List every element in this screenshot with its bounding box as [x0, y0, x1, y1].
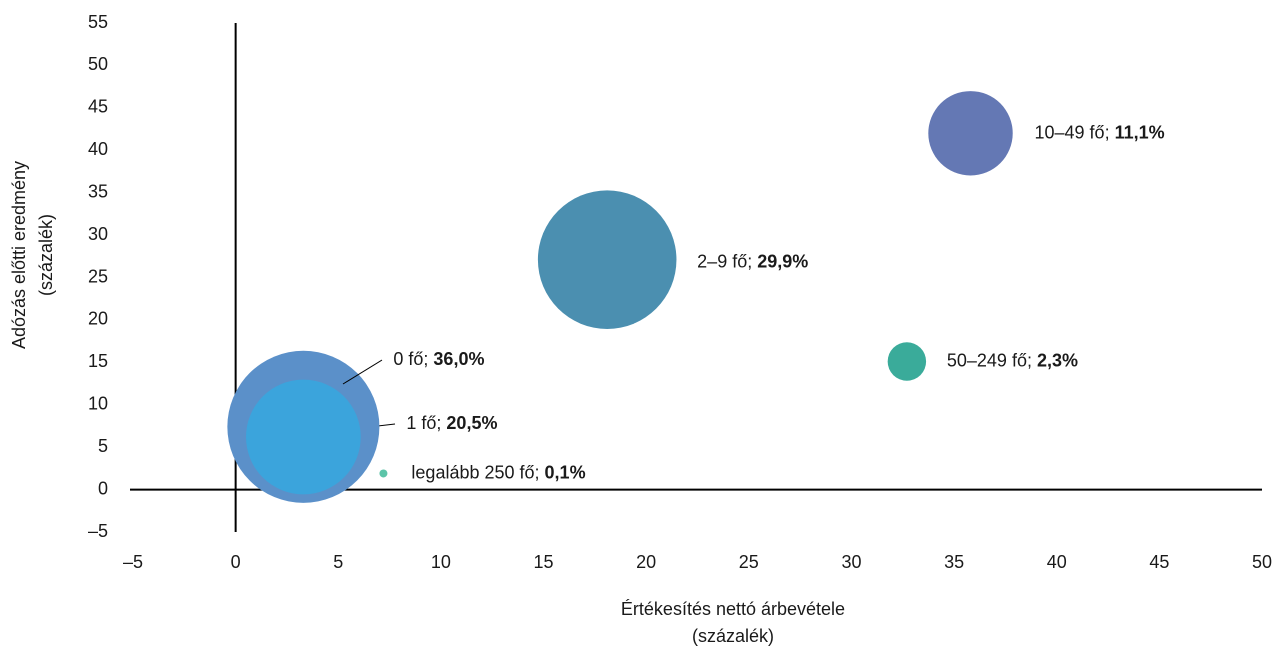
y-tick-label: 30: [88, 224, 108, 244]
bubble: [246, 379, 361, 495]
label-separator: ;: [436, 413, 446, 433]
series-name: legalább 250 fő: [411, 462, 534, 482]
bubble: [928, 91, 1013, 176]
x-tick-label: 40: [1047, 552, 1067, 572]
label-separator: ;: [535, 462, 545, 482]
series-name: 50–249 fő: [947, 350, 1027, 370]
y-axis-title: Adózás előtti eredmény: [9, 161, 29, 349]
data-label: 0 fő; 36,0%: [393, 349, 484, 369]
label-separator: ;: [747, 251, 757, 271]
y-tick-label: 20: [88, 309, 108, 329]
data-label: 2–9 fő; 29,9%: [697, 251, 808, 271]
series-name: 1 fő: [406, 413, 436, 433]
x-tick-label: 15: [534, 552, 554, 572]
series-name: 0 fő: [393, 349, 423, 369]
y-tick-label: 35: [88, 181, 108, 201]
x-tick-label: 5: [333, 552, 343, 572]
x-tick-label: 45: [1149, 552, 1169, 572]
x-tick-label: 0: [231, 552, 241, 572]
value-label: 0,1%: [545, 462, 586, 482]
data-label: 1 fő; 20,5%: [406, 413, 497, 433]
y-tick-label: 25: [88, 266, 108, 286]
bubble: [537, 190, 677, 329]
data-label: 10–49 fő; 11,1%: [1035, 122, 1165, 142]
label-separator: ;: [423, 349, 433, 369]
x-tick-label: 20: [636, 552, 656, 572]
data-label: legalább 250 fő; 0,1%: [411, 462, 585, 482]
value-label: 20,5%: [446, 413, 497, 433]
y-tick-label: 0: [98, 478, 108, 498]
bubble: [379, 469, 388, 478]
y-tick-label: 50: [88, 54, 108, 74]
data-label: 50–249 fő; 2,3%: [947, 350, 1078, 370]
y-tick-label: 5: [98, 436, 108, 456]
value-label: 2,3%: [1037, 350, 1078, 370]
y-tick-label: 40: [88, 139, 108, 159]
y-tick-label: 55: [88, 12, 108, 32]
series-name: 2–9 fő: [697, 251, 747, 271]
x-axis-title: Értékesítés nettó árbevétele: [621, 599, 845, 619]
y-tick-label: 45: [88, 97, 108, 117]
y-tick-label: –5: [88, 521, 108, 541]
value-label: 36,0%: [433, 349, 484, 369]
label-separator: ;: [1027, 350, 1037, 370]
label-separator: ;: [1105, 122, 1115, 142]
y-axis-title: (százalék): [36, 214, 56, 296]
x-tick-label: 50: [1252, 552, 1272, 572]
x-tick-label: 35: [944, 552, 964, 572]
x-tick-label: –5: [123, 552, 143, 572]
x-tick-label: 30: [841, 552, 861, 572]
x-tick-label: 10: [431, 552, 451, 572]
y-tick-label: 15: [88, 351, 108, 371]
y-tick-label: 10: [88, 394, 108, 414]
x-axis-title: (százalék): [692, 626, 774, 646]
value-label: 29,9%: [757, 251, 808, 271]
series-name: 10–49 fő: [1035, 122, 1105, 142]
leader-line: [342, 359, 383, 385]
x-tick-label: 25: [739, 552, 759, 572]
bubble: [887, 342, 927, 381]
value-label: 11,1%: [1115, 122, 1165, 142]
